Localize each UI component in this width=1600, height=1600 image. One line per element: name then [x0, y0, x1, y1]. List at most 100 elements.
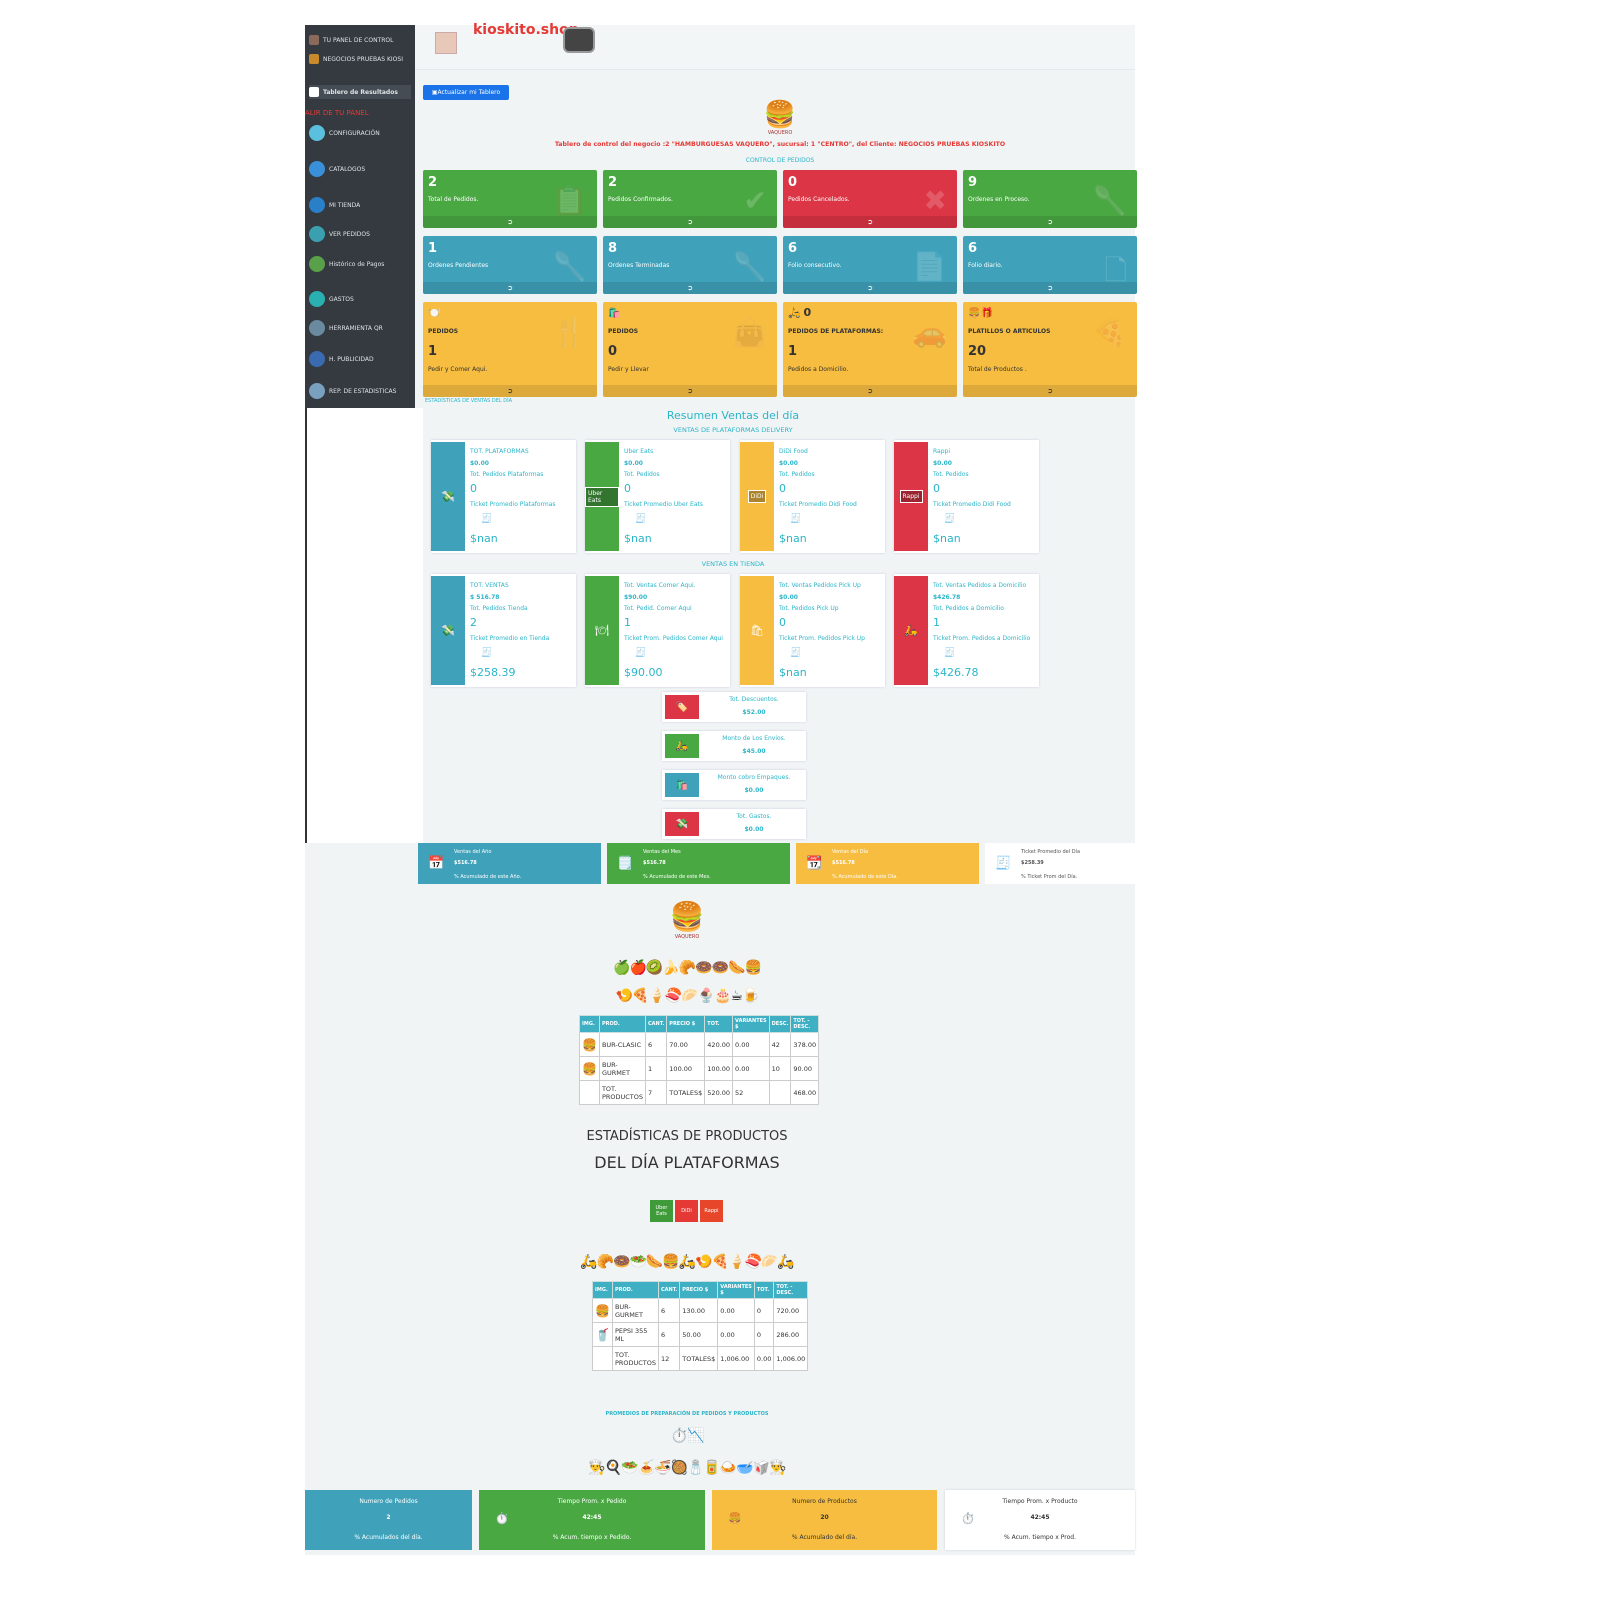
sales-count: 2: [470, 616, 477, 629]
more-info-icon[interactable]: ➲: [603, 216, 777, 228]
prep-stat-emoji-icon: ⏱️: [961, 1512, 975, 1525]
sidebar-item-11[interactable]: HERRAMIENTA QR: [309, 320, 415, 336]
prep-stat-card: Tiempo Prom. x Pedido 42:45 % Acum. tiempo…: [479, 1490, 705, 1550]
summary-label: Tot. Descuentos.: [729, 696, 779, 703]
platform-logo-icon: 💸: [441, 624, 455, 637]
table-cell: 100.00: [704, 1056, 734, 1081]
table-header-cell: DESC.: [768, 1015, 792, 1033]
order-type-card[interactable]: 🍔🎁 PLATILLOS O ARTICULOS 20 Total de Produc…: [963, 302, 1137, 397]
sidebar-item-9[interactable]: Histórico de Pagos: [309, 256, 415, 272]
table-header-cell: PRECIO $: [666, 1015, 706, 1033]
more-info-icon[interactable]: ➲: [963, 282, 1137, 294]
table-cell: 286.00: [773, 1322, 809, 1347]
product-image-icon: 🥤: [592, 1322, 613, 1347]
business-thumbnail-icon[interactable]: [435, 32, 457, 54]
brand-name[interactable]: kioskito.shop: [473, 22, 579, 38]
order-card[interactable]: 8 Ordenes Terminadas 🥄 ➲: [603, 236, 777, 294]
sidebar-item-3[interactable]: Tablero de Resultados: [309, 85, 411, 99]
sales-amount: $0.00: [470, 460, 489, 467]
refresh-dashboard-button[interactable]: ▣Actualizar mi Tablero: [423, 85, 509, 100]
more-info-icon[interactable]: ➲: [603, 282, 777, 294]
order-type-label: Pedidos a Domicilio.: [788, 366, 849, 373]
burger-logo-icon: 🍔: [763, 100, 797, 130]
order-type-card[interactable]: 🛍️ PEDIDOS 0 Pedir y Llevar 👜 ➲: [603, 302, 777, 397]
sidebar-item-1[interactable]: TU PANEL DE CONTROL: [309, 35, 415, 45]
summary-label: Monto de Los Envios.: [722, 735, 786, 742]
order-type-card[interactable]: 🍽️ PEDIDOS 1 Pedir y Comer Aqui. 🍴 ➲: [423, 302, 597, 397]
sales-ticket-label: Ticket Promedio en Tienda: [470, 635, 550, 642]
qr-icon: [309, 320, 325, 336]
slot-machine-icon[interactable]: [563, 27, 595, 53]
period-sub: % Acumulado de este Año.: [454, 874, 522, 880]
order-card[interactable]: 6 Folio diario. 🗋 ➲: [963, 236, 1137, 294]
table-row: 🍔 BUR-GURMET 1 100.00 100.00 0.00 10 90.00: [579, 1056, 820, 1081]
sidebar-item-5[interactable]: CONFIGURACIÓN: [309, 125, 415, 141]
sidebar-item-label: VER PEDIDOS: [329, 230, 370, 238]
more-info-icon[interactable]: ➲: [963, 216, 1137, 228]
order-card[interactable]: 0 Pedidos Cancelados. ✖ ➲: [783, 170, 957, 228]
sales-ticket: $nan: [470, 532, 498, 545]
table-row: 🥤 PEPSI 355 ML 6 50.00 0.00 0 286.00: [592, 1322, 809, 1347]
prep-stat-label: Numero de Pedidos: [359, 1498, 418, 1505]
order-card[interactable]: 6 Folio consecutivo. 📄 ➲: [783, 236, 957, 294]
sidebar-item-7[interactable]: MI TIENDA: [309, 197, 415, 213]
sales-name: TOT. PLATAFORMAS: [470, 448, 529, 455]
table-header-cell: CANT.: [658, 1281, 681, 1299]
more-info-icon[interactable]: ➲: [783, 282, 957, 294]
clipboard-icon: 📋: [552, 184, 587, 217]
order-card-value: 1: [428, 241, 438, 256]
more-info-icon[interactable]: ➲: [783, 216, 957, 228]
more-info-icon[interactable]: ➲: [423, 282, 597, 294]
more-info-icon[interactable]: ➲: [423, 385, 597, 397]
sidebar-item-13[interactable]: REP. DE ESTADISTICAS: [309, 383, 415, 399]
order-card[interactable]: 2 Pedidos Confirmados. ✔ ➲: [603, 170, 777, 228]
prep-stat-card: Numero de Pedidos 2 % Acumulados del día.: [305, 1490, 472, 1550]
order-card[interactable]: 1 Ordenes Pendientes 🥄 ➲: [423, 236, 597, 294]
sales-count: 0: [933, 482, 940, 495]
summary-emoji-icon: 🏷️: [665, 695, 699, 719]
sales-name: Tot. Ventas Pedidos a Domicilio: [933, 582, 1027, 589]
product-image-icon: 🍔: [592, 1298, 613, 1323]
sidebar-item-4[interactable]: ALIR DE TU PANEL: [305, 109, 411, 117]
sidebar-item-12[interactable]: H. PUBLICIDAD: [309, 351, 415, 367]
sidebar-item-2[interactable]: NEGOCIOS PRUEBAS KIOSI: [309, 54, 415, 64]
order-card[interactable]: 2 Total de Pedidos. 📋 ➲: [423, 170, 597, 228]
sidebar-item-8[interactable]: VER PEDIDOS: [309, 226, 415, 242]
order-card-value: 0: [788, 175, 798, 190]
grid-icon: [309, 87, 319, 97]
period-card: 📅 Ventas del Año $516.78 % Acumulado de est…: [418, 843, 601, 884]
more-info-icon[interactable]: ➲: [423, 216, 597, 228]
spoon-icon: 🥄: [552, 250, 587, 283]
table-cell: 0.00: [732, 1032, 770, 1057]
timer-chart-icons: ⏱️📉: [670, 1428, 705, 1444]
sidebar-item-label: NEGOCIOS PRUEBAS KIOSI: [323, 55, 403, 63]
sales-amount: $426.78: [933, 594, 961, 601]
sidebar-item-10[interactable]: GASTOS: [309, 291, 415, 307]
more-info-icon[interactable]: ➲: [783, 385, 957, 397]
prep-stat-value: 42:45: [582, 1514, 602, 1521]
order-card[interactable]: 9 Ordenes en Proceso. 🥄 ➲: [963, 170, 1137, 228]
order-card-value: 6: [968, 241, 978, 256]
more-info-icon[interactable]: ➲: [603, 385, 777, 397]
sales-ticket: $nan: [779, 532, 807, 545]
sales-count-label: Tot. Pedidos Plataformas: [470, 471, 544, 478]
more-info-icon[interactable]: ➲: [963, 385, 1137, 397]
sales-card: 💸 TOT. PLATAFORMAS $0.00 Tot. Pedidos Plata…: [431, 440, 576, 553]
order-type-card[interactable]: 🛵 0 PEDIDOS DE PLATAFORMAS: 1 Pedidos a Domi…: [783, 302, 957, 397]
sidebar-item-6[interactable]: CATALOGOS: [309, 161, 415, 177]
summary-title: Resumen Ventas del día: [666, 409, 800, 422]
sales-count-label: Tot. Pedidos Tienda: [470, 605, 528, 612]
table-cell: 0.00: [753, 1346, 775, 1371]
table-cell: 10: [768, 1056, 792, 1081]
sales-count-label: Tot. Pedidos: [779, 471, 815, 478]
table-row: 🍔 BUR-GURMET 6 130.00 0.00 0 720.00: [592, 1298, 809, 1323]
x-circle-icon: ✖: [923, 184, 947, 217]
receipt-icon: 🧾: [790, 648, 802, 658]
catalog-icon: [309, 161, 325, 177]
table-cell: 12: [658, 1346, 681, 1371]
period-label: Ticket Promedio del Día: [1021, 849, 1081, 855]
sidebar: TU PANEL DE CONTROL NEGOCIOS PRUEBAS KIOS…: [305, 25, 415, 408]
products-table: IMG. PROD. CANT. PRECIO $ VARIANTES $ TOT. TOT…: [592, 1281, 809, 1371]
sales-ticket-label: Ticket Promedio Plataformas: [470, 501, 556, 508]
stats-link[interactable]: ESTADÍSTICAS DE VENTAS DEL DÍA: [425, 398, 513, 404]
